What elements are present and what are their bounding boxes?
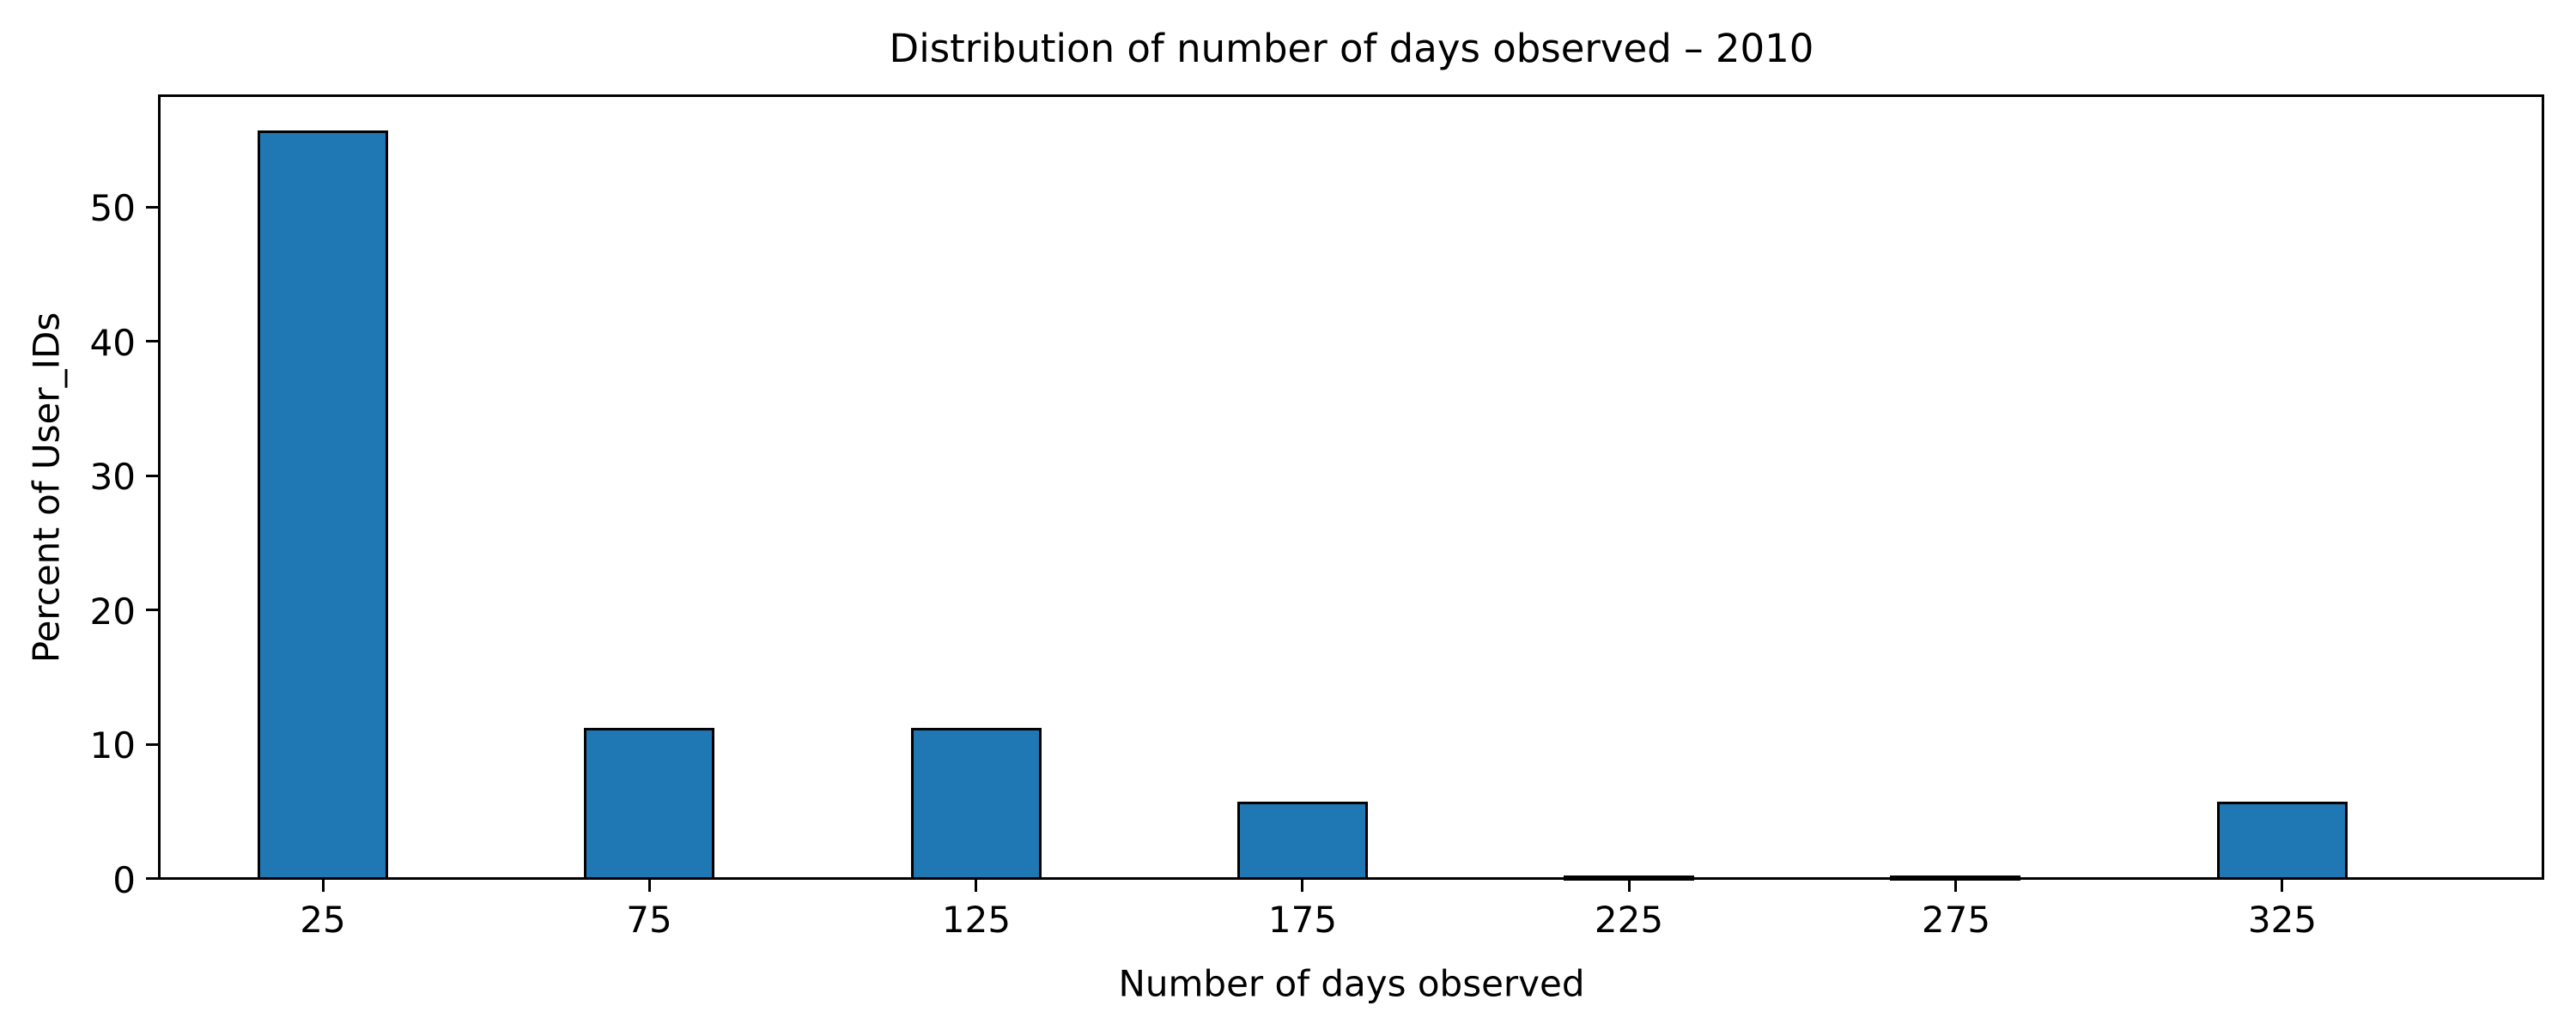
histogram-bar: [584, 728, 714, 880]
y-tick-mark: [146, 609, 158, 611]
x-tick-label: 75: [626, 899, 672, 941]
x-tick-label: 175: [1267, 899, 1338, 941]
x-tick-mark: [975, 880, 977, 892]
y-tick-mark: [146, 877, 158, 880]
histogram-bar: [911, 728, 1042, 880]
chart-title: Distribution of number of days observed …: [889, 26, 1814, 71]
x-tick-label: 275: [1921, 899, 1991, 941]
right-spine: [2542, 94, 2544, 880]
histogram-bar: [2217, 802, 2348, 880]
x-tick-mark: [1301, 880, 1303, 892]
y-tick-label: 30: [89, 456, 136, 498]
x-tick-label: 25: [300, 899, 346, 941]
y-tick-mark: [146, 206, 158, 209]
x-tick-mark: [1628, 880, 1631, 892]
y-tick-label: 50: [89, 187, 136, 229]
histogram-bar: [1564, 876, 1694, 881]
x-tick-mark: [2281, 880, 2283, 892]
x-tick-mark: [1954, 880, 1957, 892]
left-spine: [158, 94, 161, 880]
x-axis-label: Number of days observed: [1118, 962, 1585, 1005]
histogram-bar: [1237, 802, 1368, 880]
y-tick-mark: [146, 743, 158, 746]
histogram-bar: [1890, 876, 2020, 881]
x-tick-label: 125: [941, 899, 1012, 941]
y-tick-label: 10: [89, 724, 136, 766]
y-tick-label: 0: [112, 859, 136, 901]
top-spine: [158, 94, 2544, 97]
x-tick-mark: [322, 880, 325, 892]
x-tick-label: 325: [2247, 899, 2318, 941]
y-tick-mark: [146, 340, 158, 342]
x-tick-mark: [648, 880, 651, 892]
histogram-bar: [258, 130, 388, 880]
y-tick-label: 40: [89, 322, 136, 364]
y-tick-mark: [146, 475, 158, 477]
x-tick-label: 225: [1594, 899, 1664, 941]
y-tick-label: 20: [89, 591, 136, 633]
